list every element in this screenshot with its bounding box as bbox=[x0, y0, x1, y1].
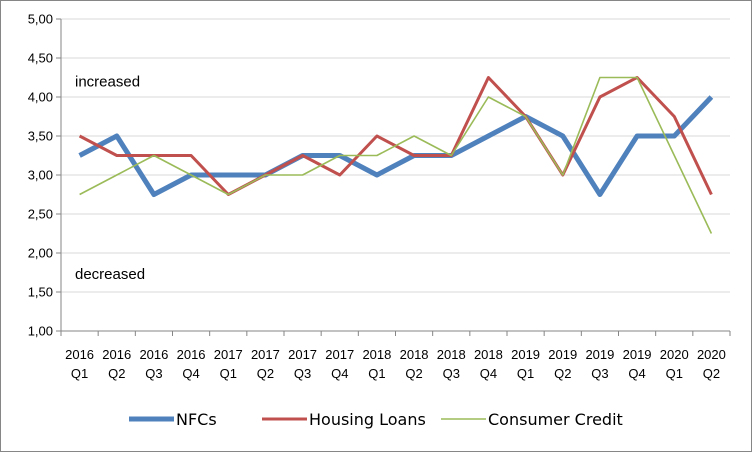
x-tick-label-year: 2016 bbox=[102, 347, 131, 362]
x-tick-label-year: 2017 bbox=[251, 347, 280, 362]
x-tick-label-year: 2020 bbox=[660, 347, 689, 362]
y-tick-label: 4,50 bbox=[28, 51, 53, 66]
y-tick-label: 1,00 bbox=[28, 324, 53, 339]
x-tick-label-quarter: Q2 bbox=[257, 366, 274, 381]
x-tick-label-quarter: Q3 bbox=[443, 366, 460, 381]
series-lines bbox=[78, 76, 714, 234]
gridlines bbox=[56, 18, 731, 336]
y-tick-label: 2,50 bbox=[28, 207, 53, 222]
x-tick-label-quarter: Q4 bbox=[480, 366, 497, 381]
x-tick-label-year: 2019 bbox=[548, 347, 577, 362]
x-tick-label-quarter: Q1 bbox=[368, 366, 385, 381]
x-tick-label-year: 2016 bbox=[177, 347, 206, 362]
x-tick-label-quarter: Q3 bbox=[145, 366, 162, 381]
annotation-increased: increased bbox=[75, 73, 140, 90]
x-tick-label-year: 2018 bbox=[400, 347, 429, 362]
x-tick-label-quarter: Q1 bbox=[71, 366, 88, 381]
x-tick-label-year: 2018 bbox=[474, 347, 503, 362]
x-tick-label-year: 2016 bbox=[65, 347, 94, 362]
x-tick-label-year: 2019 bbox=[511, 347, 540, 362]
x-tick-label-year: 2018 bbox=[362, 347, 391, 362]
annotations: increased decreased bbox=[75, 73, 145, 283]
legend-label: Housing Loans bbox=[309, 410, 426, 429]
legend-label: Consumer Credit bbox=[488, 410, 623, 429]
x-tick-label-quarter: Q3 bbox=[591, 366, 608, 381]
x-tick-label-quarter: Q2 bbox=[405, 366, 422, 381]
x-tick-label-quarter: Q2 bbox=[554, 366, 571, 381]
x-tick-label-quarter: Q4 bbox=[628, 366, 645, 381]
series-line-consumer-credit bbox=[79, 76, 713, 234]
x-tick-label-quarter: Q3 bbox=[294, 366, 311, 381]
x-tick-label-year: 2019 bbox=[585, 347, 614, 362]
y-tick-label: 5,00 bbox=[28, 12, 53, 27]
x-tick-label-year: 2018 bbox=[437, 347, 466, 362]
x-tick-label-year: 2016 bbox=[139, 347, 168, 362]
x-tick-label-quarter: Q2 bbox=[703, 366, 720, 381]
x-tick-label-quarter: Q1 bbox=[220, 366, 237, 381]
series-line-nfcs bbox=[78, 95, 714, 197]
x-tick-label-quarter: Q4 bbox=[331, 366, 348, 381]
annotation-decreased: decreased bbox=[75, 266, 145, 283]
x-tick-label-year: 2017 bbox=[288, 347, 317, 362]
x-tick-label-year: 2017 bbox=[325, 347, 354, 362]
x-tick-label-quarter: Q4 bbox=[182, 366, 199, 381]
y-tick-label: 3,50 bbox=[28, 129, 53, 144]
y-axis-ticks: 1,00 1,50 2,00 2,50 3,00 3,50 4,00 4,50 5,00 bbox=[28, 12, 53, 339]
x-tick-label-year: 2020 bbox=[697, 347, 726, 362]
legend: NFCs Housing Loans Consumer Credit bbox=[129, 410, 623, 429]
x-tick-label-quarter: Q1 bbox=[666, 366, 683, 381]
y-tick-label: 3,00 bbox=[28, 168, 53, 183]
y-tick-label: 2,00 bbox=[28, 246, 53, 261]
x-tick-label-quarter: Q1 bbox=[517, 366, 534, 381]
y-tick-label: 4,00 bbox=[28, 90, 53, 105]
x-tick-label-year: 2019 bbox=[623, 347, 652, 362]
x-tick-label-quarter: Q2 bbox=[108, 366, 125, 381]
y-tick-label: 1,50 bbox=[28, 285, 53, 300]
x-axis-ticks: 2016 Q1 2016 Q2 2016 Q3 2016 Q4 2017 Q1 2017 Q2 2017… bbox=[65, 347, 726, 381]
legend-label: NFCs bbox=[176, 410, 217, 429]
x-tick-label-year: 2017 bbox=[214, 347, 243, 362]
